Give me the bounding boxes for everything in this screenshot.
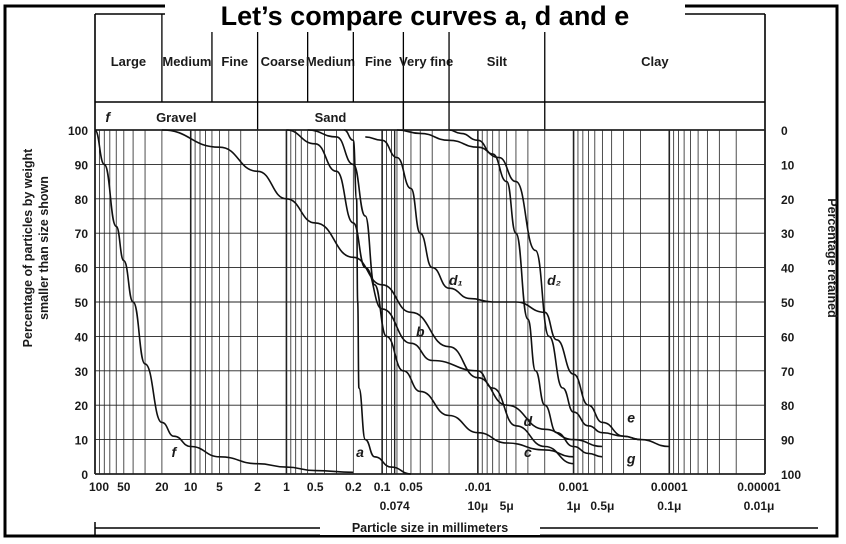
y2-tick-label: 10: [781, 158, 795, 172]
y-tick-label: 40: [75, 330, 89, 344]
y2-tick-label: 70: [781, 365, 795, 379]
y2-axis-title: Percentage retained: [825, 198, 839, 318]
y2-tick-label: 40: [781, 262, 795, 276]
curve-label-e: e: [627, 409, 635, 425]
x-tick-label: 0.00001: [737, 480, 781, 494]
curve-f: [94, 129, 354, 474]
curve-a: [343, 129, 412, 475]
size-class-label: Fine: [365, 54, 392, 69]
curve-d₂: [492, 301, 670, 448]
x-tick-label: .0.01: [465, 480, 492, 494]
outer-border: [3, 4, 839, 538]
x-tick-label-secondary: 5μ: [500, 499, 514, 513]
curve-g: [448, 129, 603, 458]
size-class-label: Fine: [221, 54, 248, 69]
x-tick-label: 1: [283, 480, 290, 494]
size-class-label: Silt: [487, 54, 508, 69]
x-tick-label: 2: [254, 480, 261, 494]
y-tick-label: 100: [68, 124, 88, 138]
x-tick-label-secondary: 0.1μ: [657, 499, 681, 513]
y-tick-label: 0: [81, 468, 88, 482]
curve-label-f: f: [105, 109, 111, 125]
y-tick-label: 10: [75, 434, 89, 448]
size-class-label: Medium: [162, 54, 211, 69]
curve-label-a: a: [356, 444, 364, 460]
y2-tick-label: 90: [781, 434, 795, 448]
x-tick-label: 0.2: [345, 480, 362, 494]
size-class-label: Large: [111, 54, 146, 69]
x-axis-title-bg: [320, 520, 540, 535]
size-class-label: Very fine: [399, 54, 453, 69]
x-tick-label-secondary: 10μ: [468, 499, 489, 513]
x-tick-label-secondary: 1μ: [567, 499, 581, 513]
x-tick-label: 20: [155, 480, 169, 494]
y-axis-title-line2: smaller than size shown: [37, 176, 51, 320]
x-tick-label-secondary: 0.074: [380, 499, 410, 513]
y-tick-label: 60: [75, 262, 89, 276]
group-label: Sand: [315, 110, 347, 125]
x-tick-label: 5: [216, 480, 223, 494]
y-tick-label: 30: [75, 365, 89, 379]
x-tick-label: 0.1: [374, 480, 391, 494]
curve-e: [396, 129, 641, 441]
curve-d₁: [365, 136, 493, 303]
y-tick-label: 70: [75, 227, 89, 241]
curve-label-d: d: [524, 413, 533, 429]
curve-d: [161, 129, 603, 448]
y2-tick-label: 30: [781, 227, 795, 241]
curve-b: [286, 129, 574, 465]
x-axis-title: Particle size in millimeters: [352, 521, 508, 535]
x-tick-label: 100: [89, 480, 109, 494]
x-tick-label: 0.001: [559, 480, 589, 494]
y2-tick-label: 80: [781, 399, 795, 413]
curves: a b cd d₁ d₂ e f g f: [94, 109, 670, 475]
y-tick-label: 20: [75, 399, 89, 413]
axes: 0102030405060708090100100908070605040302…: [68, 124, 801, 513]
x-tick-label-secondary: 0.5μ: [590, 499, 614, 513]
x-tick-label: 0.0001: [651, 480, 688, 494]
plot-grid: [95, 129, 766, 475]
y2-tick-label: 50: [781, 296, 795, 310]
x-tick-label: 10: [184, 480, 198, 494]
curve-label-c: c: [524, 444, 532, 460]
curve-label-b: b: [416, 323, 425, 339]
curve-label-g: g: [626, 451, 636, 467]
size-class-label: Coarse: [261, 54, 305, 69]
y2-tick-label: 0: [781, 124, 788, 138]
y-tick-label: 50: [75, 296, 89, 310]
y-axis-title-line1: Percentage of particles by weight: [21, 148, 35, 348]
x-tick-label: 50: [117, 480, 131, 494]
size-class-label: Clay: [641, 54, 669, 69]
y-tick-label: 80: [75, 193, 89, 207]
curve-label-f: f: [172, 444, 178, 460]
curve-label-d₁: d₁: [449, 272, 463, 288]
curve-c: [307, 129, 574, 458]
x-tick-label: 0.5: [307, 480, 324, 494]
curve-label-d₂: d₂: [547, 272, 561, 288]
slide-title: Let’s compare curves a, d and e: [165, 0, 685, 32]
x-tick-label-secondary: 0.01μ: [744, 499, 775, 513]
y2-tick-label: 60: [781, 330, 795, 344]
x-tick-label: 0.05: [399, 480, 423, 494]
group-label: Gravel: [156, 110, 196, 125]
y2-tick-label: 20: [781, 193, 795, 207]
y-tick-label: 90: [75, 158, 89, 172]
y2-tick-label: 100: [781, 468, 801, 482]
size-class-label: Medium: [306, 54, 355, 69]
